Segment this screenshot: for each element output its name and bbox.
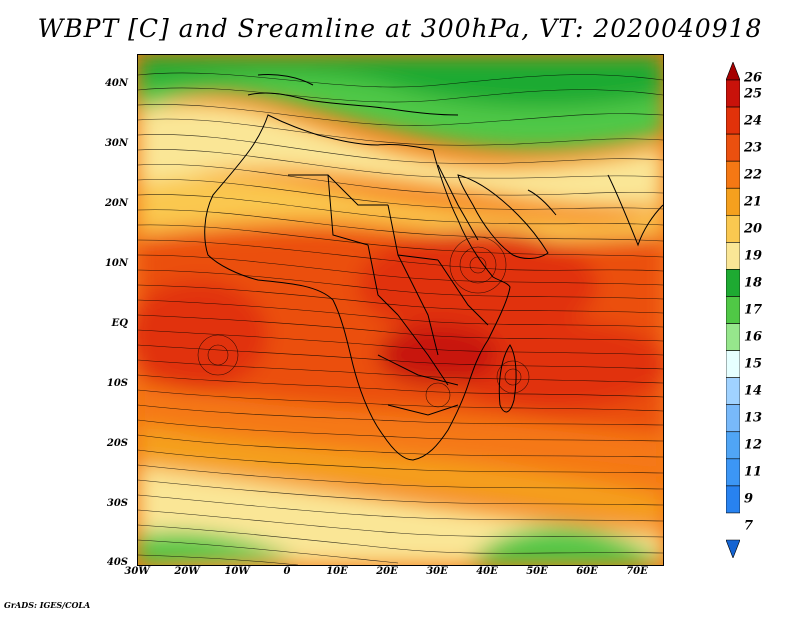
colorbar-segment bbox=[726, 269, 740, 297]
colorbar-segment bbox=[726, 350, 740, 378]
lat-label-eq: EQ bbox=[111, 318, 128, 329]
lon-label-50e: 50E bbox=[526, 566, 548, 577]
lat-label-40s: 40S bbox=[106, 557, 128, 568]
colorbar-segment bbox=[726, 485, 740, 514]
lat-label-20s: 20S bbox=[106, 438, 128, 449]
lat-label-10s: 10S bbox=[106, 378, 128, 389]
lat-label-20n: 20N bbox=[104, 198, 128, 209]
map-title: WBPT [C] and Sreamline at 300hPa, VT: 20… bbox=[37, 14, 763, 43]
lat-label-30s: 30S bbox=[106, 498, 128, 509]
colorbar-label: 9 bbox=[744, 491, 754, 507]
colorbar-segment bbox=[726, 214, 740, 243]
colorbar-segment bbox=[726, 106, 740, 135]
streamlines bbox=[138, 72, 663, 565]
lat-label-30n: 30N bbox=[104, 138, 128, 149]
colorbar-bottom-arrow bbox=[726, 539, 740, 558]
colorbar-segment bbox=[726, 296, 740, 324]
colorbar-segment bbox=[726, 404, 740, 433]
lon-label-20w: 20W bbox=[174, 566, 200, 577]
colorbar-label: 17 bbox=[744, 302, 763, 318]
colorbar-label: 18 bbox=[744, 275, 763, 291]
lat-label-10n: 10N bbox=[104, 258, 128, 269]
colorbar-label: 16 bbox=[744, 329, 763, 345]
lon-label-40e: 40E bbox=[476, 566, 498, 577]
colorbar-label: 26 bbox=[744, 70, 763, 86]
lat-label-40n: 40N bbox=[104, 78, 128, 89]
map-svg bbox=[138, 55, 663, 565]
colorbar-segment bbox=[726, 242, 740, 270]
lon-label-70e: 70E bbox=[626, 566, 648, 577]
colorbar-top-arrow bbox=[726, 62, 740, 81]
colorbar-label: 14 bbox=[744, 383, 763, 399]
colorbar-label: 12 bbox=[744, 437, 763, 453]
colorbar-segment bbox=[726, 431, 740, 460]
colorbar-segment bbox=[726, 458, 740, 487]
grads-credit: GrADS: IGES/COLA bbox=[4, 600, 91, 610]
colorbar-label: 7 bbox=[744, 518, 754, 534]
colorbar-segment bbox=[726, 160, 740, 189]
colorbar-label: 22 bbox=[744, 167, 763, 183]
lon-label-10e: 10E bbox=[326, 566, 348, 577]
wbpt-field bbox=[138, 55, 663, 565]
colorbar-label: 20 bbox=[744, 221, 763, 237]
colorbar-segment bbox=[726, 79, 740, 108]
lon-label-30w: 30W bbox=[124, 566, 150, 577]
lon-label-0: 0 bbox=[283, 566, 291, 577]
lon-label-60e: 60E bbox=[576, 566, 598, 577]
colorbar-segment bbox=[726, 187, 740, 216]
colorbar-label: 21 bbox=[744, 194, 763, 210]
colorbar-label: 15 bbox=[744, 356, 763, 372]
colorbar-label: 24 bbox=[744, 113, 763, 129]
colorbar bbox=[726, 62, 740, 558]
colorbar-segment bbox=[726, 377, 740, 406]
colorbar-label: 19 bbox=[744, 248, 763, 264]
colorbar-label: 25 bbox=[744, 86, 763, 102]
colorbar-segment bbox=[726, 133, 740, 162]
lon-label-30e: 30E bbox=[426, 566, 448, 577]
colorbar-label: 11 bbox=[744, 464, 763, 480]
lon-label-20e: 20E bbox=[376, 566, 398, 577]
coastlines bbox=[204, 74, 663, 461]
colorbar-label: 23 bbox=[744, 140, 763, 156]
colorbar-label: 13 bbox=[744, 410, 763, 426]
lon-label-10w: 10W bbox=[224, 566, 250, 577]
map-plot-area bbox=[137, 54, 664, 566]
colorbar-segment bbox=[726, 323, 740, 351]
